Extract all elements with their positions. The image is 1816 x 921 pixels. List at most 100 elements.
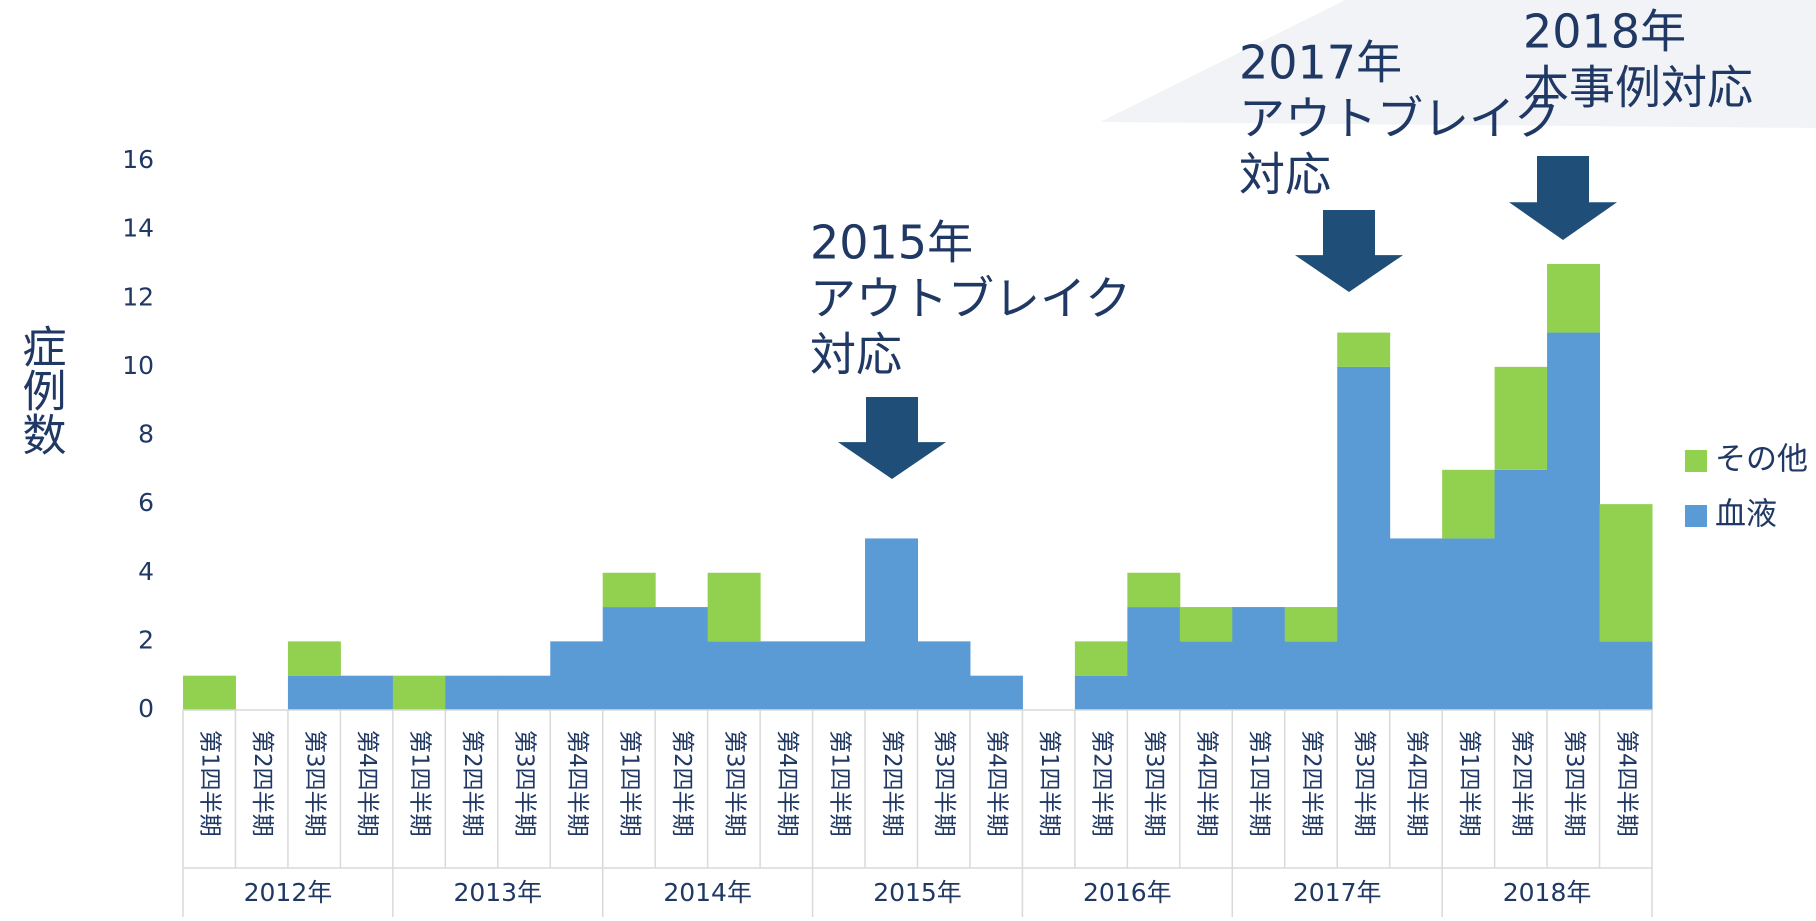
y-tick-label: 12 [122, 282, 154, 311]
annotation-text: 本事例対応 [1523, 61, 1753, 115]
x-tick-label: 第3四半期 [302, 730, 328, 837]
bar-segment [550, 641, 604, 710]
bar-segment [1284, 607, 1338, 642]
group-label: 2013年 [453, 878, 542, 907]
x-tick-label: 第3四半期 [512, 730, 538, 837]
legend-label: その他 [1715, 442, 1808, 478]
bar-segment [1127, 572, 1181, 608]
bar-segment [917, 641, 971, 710]
bar-segment [445, 675, 499, 710]
y-axis-label: 症例数 [15, 324, 66, 456]
bar-segment [1074, 641, 1128, 676]
legend-swatch [1685, 505, 1707, 527]
x-tick-label: 第2四半期 [669, 730, 695, 837]
annotation-arrow [838, 397, 946, 479]
group-label: 2016年 [1083, 878, 1172, 907]
x-tick-label: 第3四半期 [721, 730, 747, 837]
y-tick-label: 14 [122, 214, 154, 243]
x-tick-label: 第1四半期 [407, 730, 433, 837]
group-label: 2014年 [663, 878, 752, 907]
bar-segment [1179, 641, 1233, 710]
bar-segment [1284, 641, 1338, 710]
x-tick-label: 第4四半期 [1194, 730, 1220, 837]
y-tick-label: 6 [138, 488, 154, 517]
x-tick-label: 第4四半期 [1613, 730, 1639, 837]
x-tick-label: 第1四半期 [1246, 730, 1272, 837]
bar-segment [602, 572, 656, 608]
y-tick-label: 8 [138, 420, 154, 449]
annotation-text: 2015年 [810, 216, 973, 270]
x-tick-label: 第4四半期 [564, 730, 590, 837]
annotation-text: 2017年 [1239, 36, 1402, 90]
annotation-text: 対応 [810, 328, 902, 382]
bar-segment [1494, 469, 1548, 710]
x-tick-label: 第1四半期 [1456, 730, 1482, 837]
bar-segment [1599, 504, 1653, 642]
bar-segment [602, 607, 656, 710]
y-tick-label: 16 [122, 145, 154, 174]
bar-segment [287, 641, 341, 676]
bar-segment [287, 675, 341, 710]
bar-segment [1599, 641, 1653, 710]
bar-segment [340, 675, 394, 710]
x-tick-label: 第4四半期 [354, 730, 380, 837]
bar-segment [1547, 263, 1601, 333]
x-tick-label: 第4四半期 [774, 730, 800, 837]
bar-segment [1127, 607, 1181, 710]
bar-segment [655, 607, 709, 710]
legend-swatch [1685, 450, 1707, 472]
bar-segment [1442, 469, 1496, 539]
x-tick-label: 第2四半期 [1089, 730, 1115, 837]
bar-segment [1389, 538, 1443, 710]
annotation-text: アウトブレイク [810, 272, 1131, 326]
bar-segment [1232, 607, 1286, 710]
x-tick-label: 第3四半期 [1561, 730, 1587, 837]
x-tick-label: 第2四半期 [879, 730, 905, 837]
annotation-text: 対応 [1239, 148, 1331, 202]
bar-segment [1179, 607, 1233, 642]
group-label: 2017年 [1293, 878, 1382, 907]
bar-segment [1074, 675, 1128, 710]
bar-segment [1337, 332, 1391, 367]
x-tick-label: 第4四半期 [984, 730, 1010, 837]
bar-segment [812, 641, 866, 710]
background-shape [1100, 0, 1816, 128]
bar-segment [183, 675, 236, 710]
x-tick-label: 第4四半期 [1403, 730, 1429, 837]
bar-segment [497, 675, 551, 710]
x-tick-label: 第1四半期 [826, 730, 852, 837]
x-tick-label: 第1四半期 [197, 730, 223, 837]
bar-segment [1547, 332, 1601, 710]
x-tick-label: 第1四半期 [616, 730, 642, 837]
annotation-arrow [1509, 156, 1617, 240]
annotation-arrow [1295, 210, 1403, 292]
bar-segment [1337, 366, 1391, 710]
x-tick-label: 第2四半期 [459, 730, 485, 837]
y-tick-label: 10 [122, 351, 154, 380]
annotation-text: アウトブレイク [1239, 92, 1560, 146]
x-tick-label: 第2四半期 [1298, 730, 1324, 837]
bar-segment [1494, 366, 1548, 470]
bar-segment [1442, 538, 1496, 710]
x-tick-label: 第3四半期 [931, 730, 957, 837]
legend-label: 血液 [1715, 497, 1777, 533]
bar-segment [760, 641, 814, 710]
bar-segment [865, 538, 918, 710]
x-tick-label: 第3四半期 [1141, 730, 1167, 837]
bar-segment [707, 572, 761, 642]
annotation-text: 2018年 [1523, 5, 1686, 59]
group-label: 2015年 [873, 878, 962, 907]
x-tick-label: 第1四半期 [1036, 730, 1062, 837]
x-tick-label: 第2四半期 [1508, 730, 1534, 837]
bar-segment [707, 641, 761, 710]
y-tick-label: 4 [138, 557, 154, 586]
y-tick-label: 0 [138, 694, 154, 723]
group-label: 2012年 [244, 878, 333, 907]
group-label: 2018年 [1503, 878, 1592, 907]
bar-segment [969, 675, 1023, 710]
x-tick-label: 第2四半期 [249, 730, 275, 837]
bar-segment [392, 675, 446, 710]
y-tick-label: 2 [138, 625, 154, 654]
x-tick-label: 第3四半期 [1351, 730, 1377, 837]
